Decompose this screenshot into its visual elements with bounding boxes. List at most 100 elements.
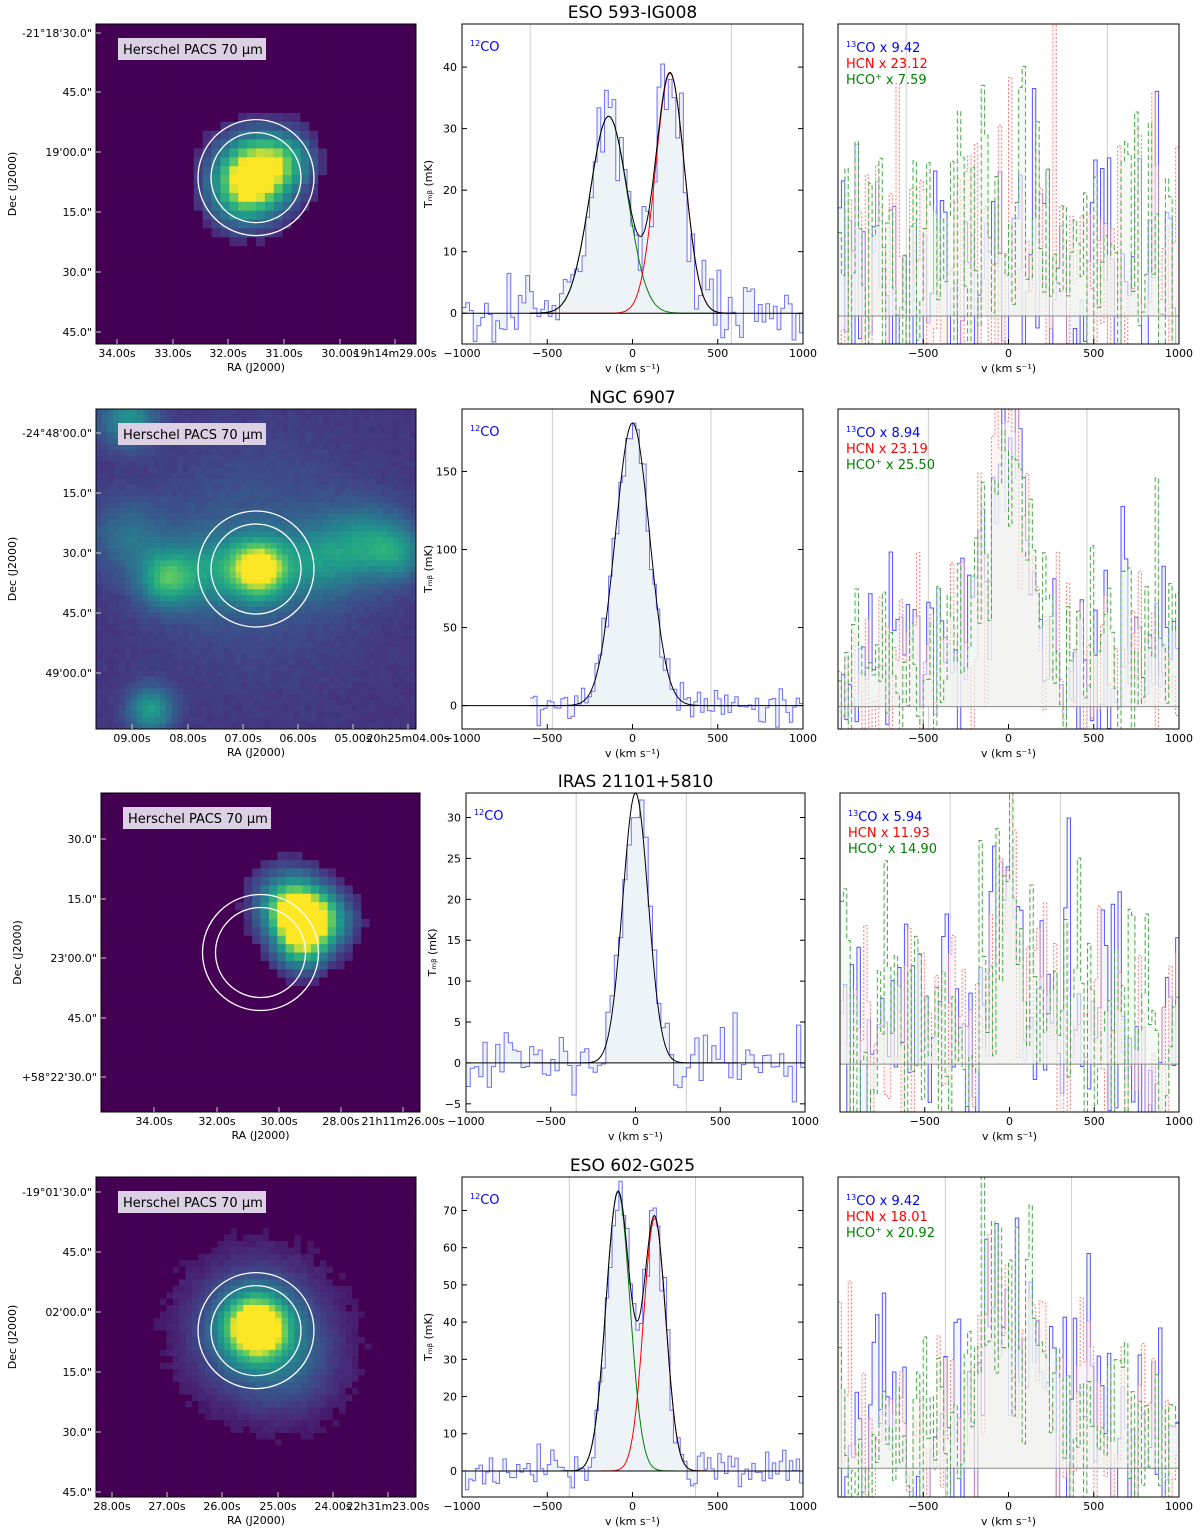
map-pixel bbox=[340, 670, 347, 678]
map-pixel bbox=[168, 952, 177, 962]
map-pixel bbox=[165, 606, 173, 614]
map-pixel bbox=[176, 834, 186, 844]
map-pixel bbox=[131, 264, 141, 274]
map-pixel bbox=[126, 834, 135, 844]
map-pixel bbox=[344, 166, 355, 176]
map-pixel bbox=[176, 95, 186, 105]
map-pixel bbox=[158, 148, 168, 158]
map-pixel bbox=[229, 157, 239, 167]
map-pixel bbox=[410, 601, 417, 608]
map-pixel bbox=[101, 653, 109, 660]
map-pixel bbox=[176, 255, 186, 265]
map-pixel bbox=[398, 281, 408, 292]
map-pixel bbox=[404, 682, 411, 689]
map-pixel bbox=[160, 635, 167, 643]
map-pixel bbox=[194, 577, 202, 584]
map-pixel bbox=[336, 175, 346, 185]
map-pixel bbox=[386, 577, 394, 584]
map-pixel bbox=[113, 513, 120, 520]
map-pixel bbox=[357, 513, 365, 520]
map-pixel bbox=[336, 104, 346, 114]
map-pixel bbox=[258, 659, 266, 666]
map-pixel bbox=[211, 272, 221, 283]
map-pixel bbox=[305, 711, 312, 718]
map-pixel bbox=[309, 290, 319, 300]
map-pixel bbox=[291, 246, 301, 256]
map-pixel bbox=[256, 121, 266, 132]
map-pixel bbox=[299, 595, 306, 602]
map-pixel bbox=[104, 157, 115, 167]
map-pixel bbox=[336, 50, 346, 60]
ra-tick-label: 33.00s bbox=[154, 347, 191, 360]
map-pixel bbox=[125, 496, 132, 503]
map-pixel bbox=[125, 647, 132, 654]
map-pixel bbox=[176, 1044, 186, 1054]
map-pixel bbox=[270, 443, 277, 451]
map-pixel bbox=[311, 473, 318, 480]
map-pixel bbox=[299, 641, 306, 648]
map-pixel bbox=[117, 826, 127, 836]
map-pixel bbox=[96, 618, 103, 625]
map-pixel bbox=[264, 121, 275, 132]
map-pixel bbox=[404, 571, 411, 579]
map-pixel bbox=[165, 461, 173, 468]
map-pixel bbox=[328, 438, 335, 445]
map-pixel bbox=[334, 409, 341, 416]
map-pixel bbox=[357, 711, 365, 718]
map-pixel bbox=[328, 717, 335, 724]
map-pixel bbox=[211, 166, 221, 176]
map-pixel bbox=[107, 478, 114, 486]
map-pixel bbox=[184, 130, 195, 140]
map-pixel bbox=[352, 566, 359, 573]
map-pixel bbox=[327, 192, 337, 203]
map-pixel bbox=[352, 606, 359, 614]
map-pixel bbox=[154, 571, 161, 579]
map-pixel bbox=[224, 496, 231, 503]
map-pixel bbox=[134, 1011, 144, 1021]
map-pixel bbox=[328, 542, 335, 550]
map-pixel bbox=[305, 618, 312, 625]
map-pixel bbox=[322, 455, 330, 462]
map-pixel bbox=[229, 537, 237, 544]
map-pixel bbox=[293, 577, 301, 584]
map-pixel bbox=[410, 717, 417, 724]
map-pixel bbox=[177, 670, 184, 678]
map-pixel bbox=[369, 478, 376, 486]
map-pixel bbox=[126, 1002, 135, 1012]
map-pixel bbox=[410, 426, 417, 433]
map-pixel bbox=[363, 432, 370, 439]
map-pixel bbox=[206, 641, 213, 648]
map-pixel bbox=[122, 95, 132, 105]
map-pixel bbox=[159, 1028, 169, 1037]
map-pixel bbox=[96, 589, 103, 596]
map-pixel bbox=[201, 893, 211, 903]
map-pixel bbox=[336, 237, 346, 247]
map-pixel bbox=[238, 237, 248, 247]
map-pixel bbox=[165, 566, 173, 573]
map-pixel bbox=[276, 717, 283, 724]
map-pixel bbox=[309, 326, 319, 336]
x-tick-label: −1000 bbox=[443, 347, 480, 360]
map-pixel bbox=[136, 519, 143, 526]
map-pixel bbox=[282, 420, 289, 427]
map-pixel bbox=[256, 112, 266, 123]
map-pixel bbox=[130, 583, 138, 590]
map-pixel bbox=[151, 1002, 161, 1012]
map-pixel bbox=[258, 478, 266, 486]
map-pixel bbox=[311, 601, 318, 608]
map-pixel bbox=[352, 577, 359, 584]
map-pixel bbox=[398, 290, 408, 300]
map-pixel bbox=[151, 1044, 161, 1054]
map-pixel bbox=[125, 705, 132, 712]
map-pixel bbox=[282, 290, 292, 300]
map-pixel bbox=[282, 496, 289, 503]
map-pixel bbox=[212, 665, 219, 672]
map-pixel bbox=[117, 876, 127, 886]
map-pixel bbox=[96, 635, 103, 643]
ra-tick-label: 31.00s bbox=[265, 347, 302, 360]
map-pixel bbox=[218, 409, 225, 416]
map-pixel bbox=[211, 228, 221, 238]
map-pixel bbox=[131, 335, 141, 345]
map-pixel bbox=[352, 630, 359, 637]
